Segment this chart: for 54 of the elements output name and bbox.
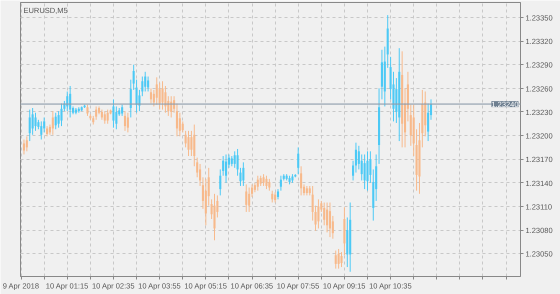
candlestick bbox=[144, 71, 146, 92]
candlestick bbox=[95, 106, 98, 120]
candlestick bbox=[276, 188, 280, 200]
candlestick bbox=[224, 154, 228, 184]
candlestick bbox=[297, 146, 300, 175]
candlestick bbox=[187, 130, 190, 157]
candlestick bbox=[86, 104, 89, 116]
candlestick bbox=[274, 192, 276, 203]
candlestick bbox=[100, 109, 103, 120]
candlestick bbox=[245, 184, 248, 212]
candlestick bbox=[230, 156, 233, 167]
candlestick bbox=[248, 187, 250, 212]
candlestick bbox=[280, 175, 282, 192]
candlestick bbox=[242, 162, 244, 186]
candlestick bbox=[52, 110, 54, 136]
candlestick bbox=[112, 98, 115, 128]
candlestick bbox=[34, 112, 37, 132]
candlestick bbox=[28, 109, 31, 142]
candlestick bbox=[104, 110, 106, 124]
candlestick bbox=[22, 139, 26, 155]
candlestick bbox=[338, 248, 340, 270]
candlestick bbox=[124, 110, 126, 132]
candlestick bbox=[54, 112, 57, 130]
candlestick bbox=[190, 130, 192, 157]
candlestick bbox=[213, 193, 216, 241]
candlestick bbox=[40, 120, 42, 140]
candlestick bbox=[126, 112, 129, 133]
candlestick bbox=[262, 174, 265, 186]
candlestick bbox=[268, 178, 270, 192]
candlestick bbox=[364, 154, 366, 190]
candlestick bbox=[46, 126, 48, 137]
candlestick bbox=[150, 88, 152, 104]
candlestick bbox=[326, 202, 328, 233]
candlestick bbox=[366, 150, 369, 192]
candlestick bbox=[328, 202, 332, 238]
candlestick bbox=[256, 175, 259, 192]
candlestick bbox=[334, 250, 337, 270]
candlestick bbox=[300, 166, 302, 196]
candlestick bbox=[234, 150, 236, 168]
candlestick bbox=[121, 104, 124, 116]
candlestick bbox=[147, 76, 150, 92]
candlestick bbox=[60, 102, 63, 127]
candlestick bbox=[265, 175, 268, 190]
candlestick bbox=[106, 109, 109, 124]
candlestick bbox=[427, 102, 430, 142]
candlestick bbox=[317, 198, 320, 229]
candlestick bbox=[271, 190, 274, 203]
candlestick bbox=[340, 252, 343, 268]
candlestick bbox=[156, 76, 158, 106]
candlestick bbox=[306, 185, 308, 196]
candlestick bbox=[26, 136, 28, 152]
candlestick bbox=[260, 175, 262, 186]
candlestick bbox=[161, 80, 164, 110]
candlestick bbox=[170, 96, 172, 118]
